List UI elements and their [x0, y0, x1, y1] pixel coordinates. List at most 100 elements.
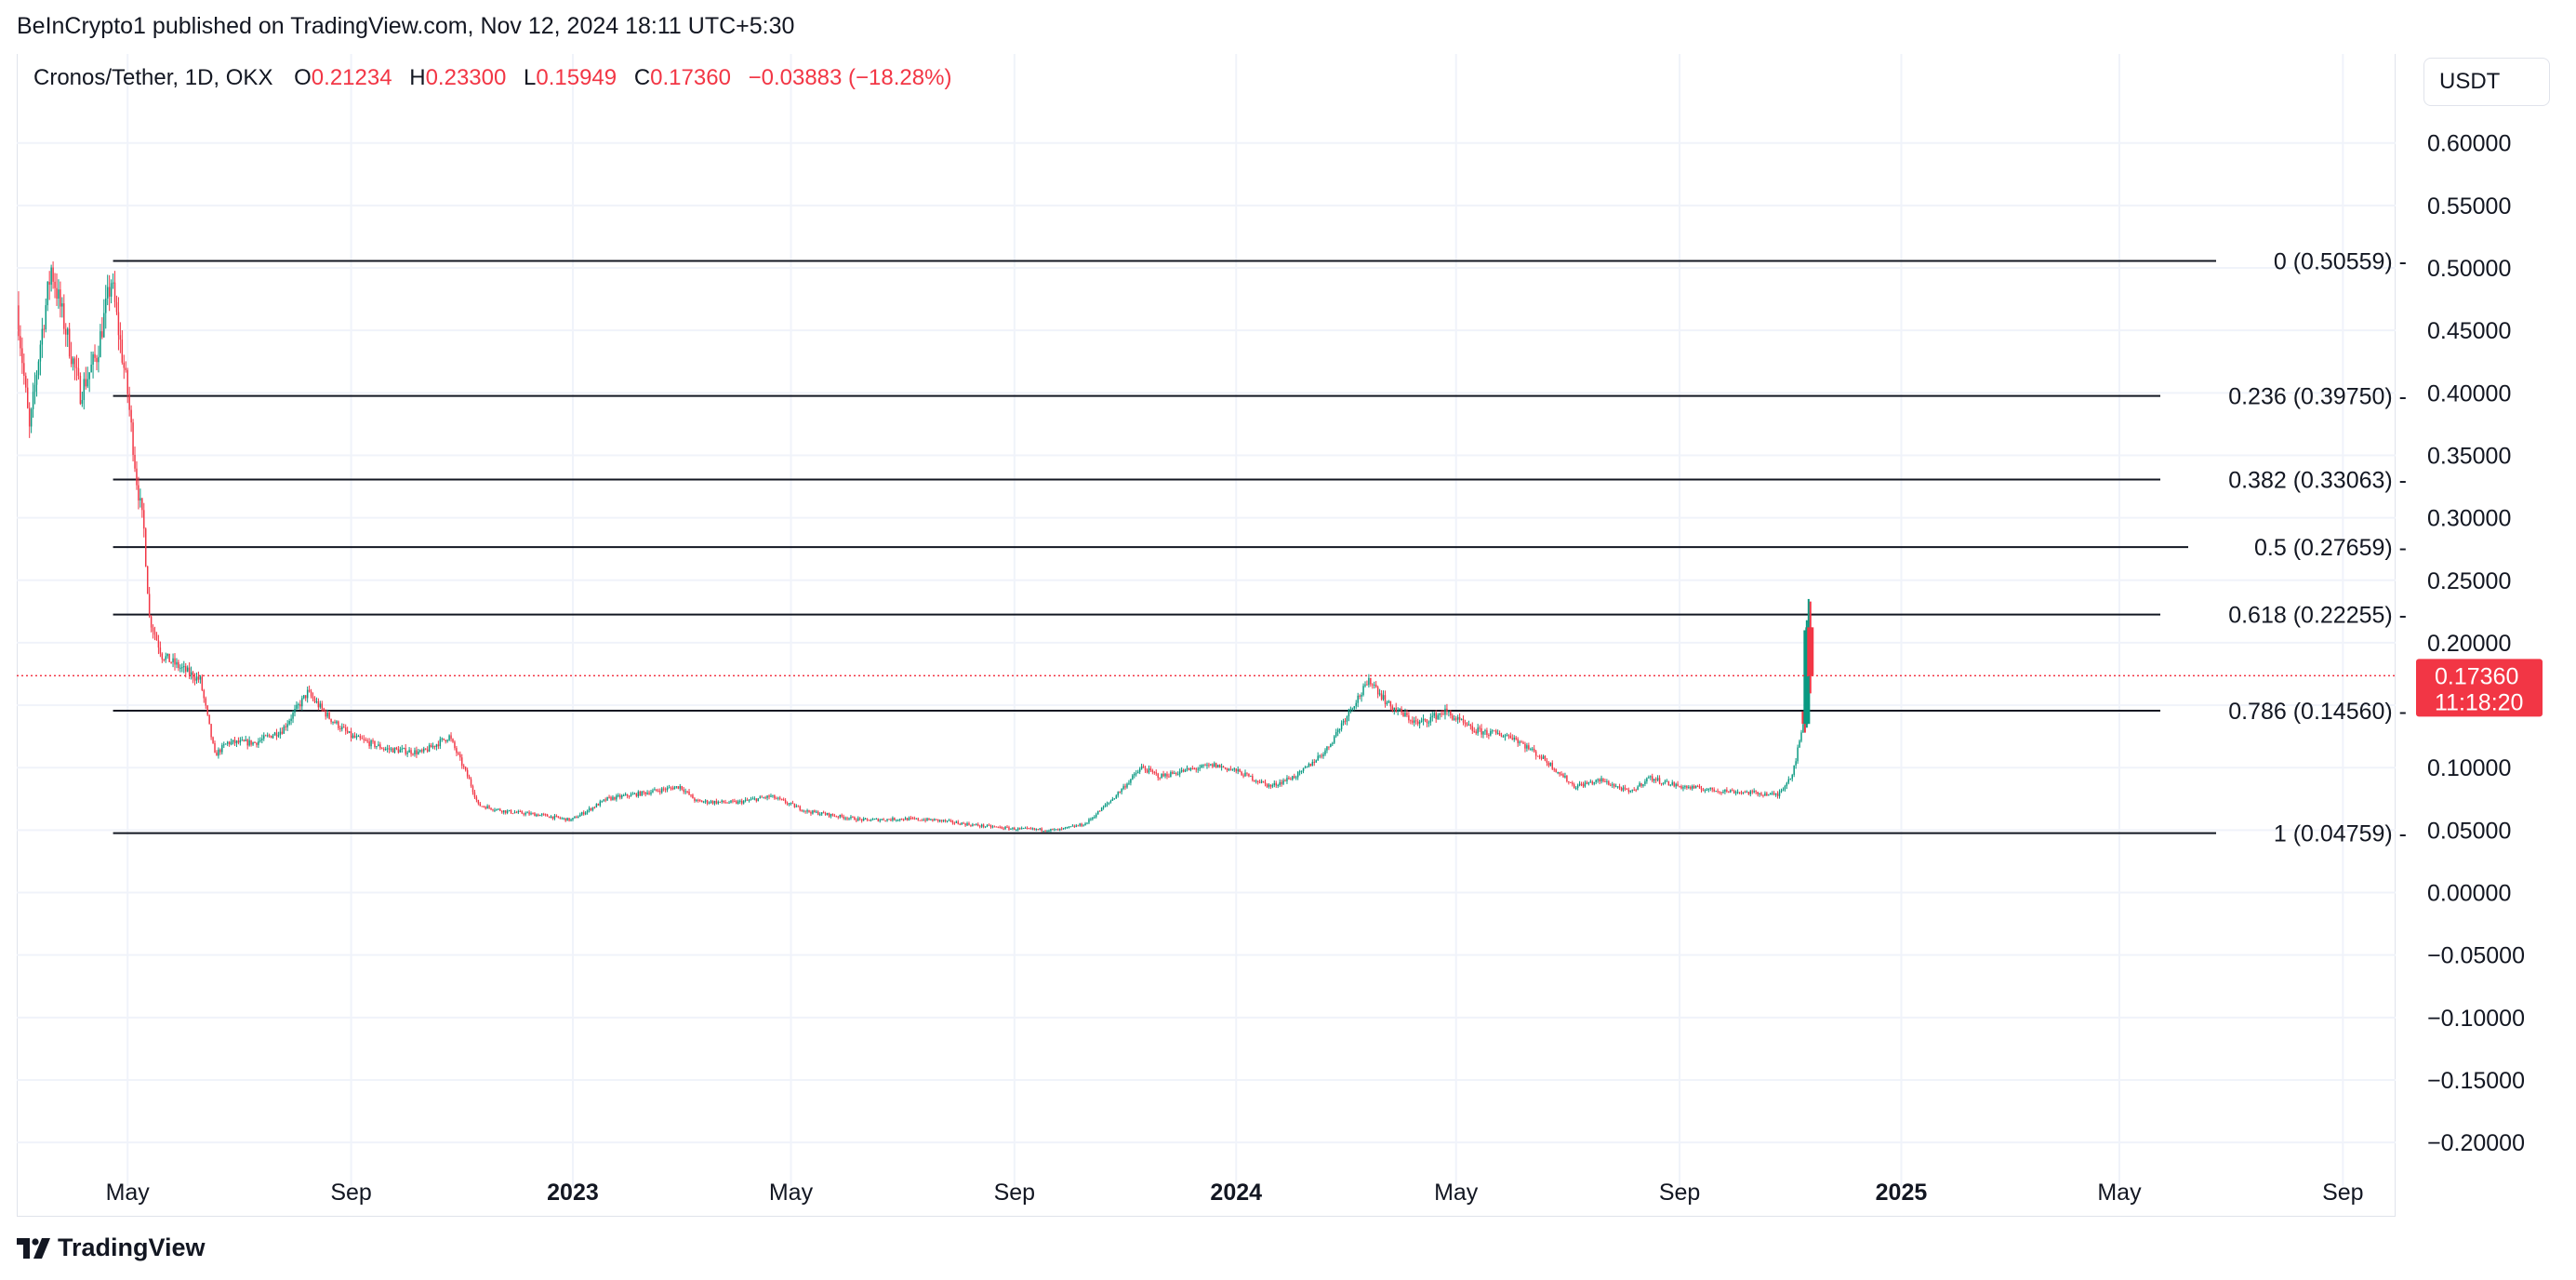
candle-body — [1530, 749, 1532, 751]
candle-body — [1057, 829, 1059, 831]
candle-body — [1095, 814, 1097, 818]
candle-body — [1188, 767, 1190, 770]
candle-body — [524, 812, 526, 815]
candle-body — [1454, 718, 1457, 720]
x-tick-label: Sep — [1659, 1180, 1700, 1206]
candle-body — [942, 820, 945, 821]
symbol-name[interactable]: Cronos/Tether, 1D, OKX — [33, 65, 273, 90]
candle-body — [819, 814, 821, 816]
candle-body — [1624, 787, 1627, 789]
candle-body — [650, 792, 652, 794]
candle-body — [1294, 776, 1295, 779]
candle-body — [1726, 789, 1728, 792]
candle-body — [86, 379, 88, 387]
candle-body — [1006, 826, 1008, 828]
candle-body — [1635, 790, 1637, 792]
candle-body — [1782, 789, 1785, 791]
tradingview-logo[interactable]: TradingView — [17, 1233, 206, 1262]
y-tick-label: 0.55000 — [2427, 193, 2511, 220]
candle-body — [828, 813, 830, 817]
candle-body — [1587, 782, 1590, 784]
candle-body — [43, 328, 46, 330]
candle-body — [683, 789, 684, 793]
chart-frame — [17, 54, 2396, 1217]
candle-body — [73, 358, 76, 367]
currency-button[interactable]: USDT — [2423, 58, 2550, 106]
candle-body — [937, 819, 939, 821]
candle-body — [606, 796, 608, 801]
candle-body — [1444, 708, 1446, 715]
candle-body — [1393, 707, 1395, 712]
candle-body — [1673, 782, 1675, 787]
candle-body — [977, 824, 979, 826]
candle-body — [1747, 792, 1750, 794]
candle-body — [1175, 773, 1177, 775]
candle-body — [1431, 715, 1434, 717]
candle-body — [1260, 780, 1263, 783]
candle-body — [660, 788, 663, 793]
candle-body — [1742, 792, 1745, 793]
candle-body — [511, 813, 514, 815]
candle-body — [48, 282, 50, 286]
candle-body — [506, 810, 509, 813]
candle-body — [844, 818, 846, 820]
candle-body — [341, 727, 343, 729]
candle-body — [641, 791, 643, 796]
candle-body — [711, 801, 714, 804]
candle-body — [1787, 779, 1790, 783]
candle-body — [633, 793, 636, 794]
candle-body — [1620, 788, 1623, 791]
candle-body — [1326, 746, 1328, 751]
candle-body — [1700, 788, 1703, 791]
candle-body — [266, 735, 269, 737]
x-tick-label: May — [769, 1180, 814, 1206]
candle-body — [422, 748, 425, 752]
candle-body — [1648, 777, 1650, 779]
candle-body — [841, 814, 843, 817]
candle-body — [1384, 695, 1387, 704]
candle-body — [1509, 735, 1512, 739]
candle-body — [338, 721, 339, 728]
candle-body — [272, 735, 274, 739]
candle-body — [1580, 783, 1583, 785]
candle-body — [1162, 773, 1164, 777]
candle-body — [1774, 793, 1777, 795]
candle-body — [820, 812, 823, 815]
candle-body — [628, 795, 631, 797]
candle-body — [904, 818, 907, 820]
candle-body — [148, 593, 151, 617]
candle-body — [459, 753, 461, 758]
candle-body — [826, 813, 829, 815]
candle-body — [386, 748, 389, 750]
candle-body — [1694, 786, 1697, 789]
candle-body — [521, 811, 523, 814]
y-tick-label: 0.35000 — [2427, 443, 2511, 469]
candle-body — [256, 742, 258, 745]
candle-body — [1471, 726, 1474, 731]
candle-body — [1576, 785, 1579, 789]
candle-body — [857, 818, 859, 821]
x-tick-label: 2024 — [1210, 1180, 1262, 1206]
candle-body — [1069, 826, 1072, 828]
candle-body — [870, 820, 872, 821]
candle-body — [376, 746, 378, 748]
candle-body — [757, 798, 760, 802]
candle-body — [944, 820, 947, 821]
candle-body — [486, 806, 488, 809]
candle-body — [1522, 742, 1524, 744]
candle-body — [1486, 730, 1488, 736]
candle-body — [1572, 782, 1573, 785]
candle-body — [534, 813, 536, 817]
candle-body — [1388, 700, 1390, 703]
candle-body — [1473, 730, 1475, 732]
candle-body — [115, 301, 118, 313]
candle-body — [477, 799, 480, 804]
candle-body — [1706, 789, 1708, 791]
candle-body — [739, 800, 741, 802]
candle-body — [499, 808, 501, 811]
candle-body — [1642, 784, 1644, 786]
fib-level-label: 0 (0.50559) - — [2274, 249, 2407, 275]
candle-body — [1048, 830, 1050, 832]
candle-body — [1526, 745, 1528, 749]
